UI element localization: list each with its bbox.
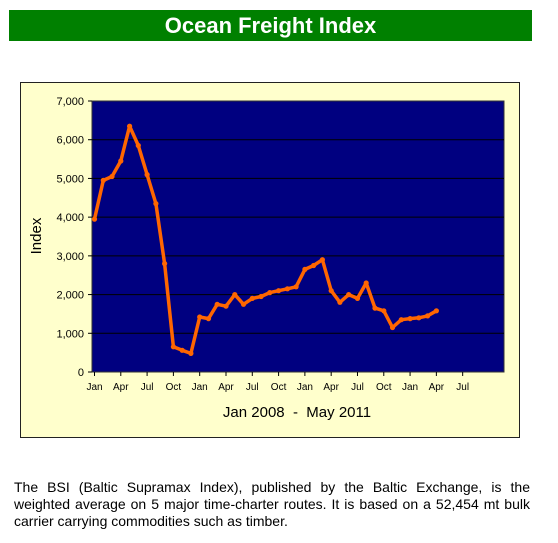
data-point: [267, 290, 273, 296]
data-point: [433, 308, 439, 314]
x-axis-ticks: Jan Apr Jul Oct Jan Apr Jul Oct Jan Apr Jul Oct Jan A…: [86, 372, 469, 393]
data-point: [188, 350, 194, 356]
data-point: [354, 295, 361, 301]
data-point: [214, 301, 220, 307]
data-point: [223, 303, 229, 309]
data-point: [319, 257, 325, 263]
data-point: [276, 288, 282, 294]
data-point: [197, 314, 203, 320]
data-point: [372, 305, 378, 311]
line-chart: 0 1,000 2,000 3,000 4,000 5,000 6,000 7,000 Jan…: [28, 96, 505, 421]
x-tick-label: Jul: [456, 382, 469, 393]
data-point: [311, 262, 317, 269]
x-tick-label: Oct: [376, 382, 392, 393]
x-tick-label: Jul: [246, 382, 259, 393]
data-point: [100, 177, 106, 183]
x-tick-label: Jan: [402, 382, 418, 393]
data-point: [407, 316, 413, 322]
data-point: [328, 288, 334, 294]
data-point: [425, 313, 431, 319]
plot-area: [91, 100, 505, 373]
data-point: [416, 315, 422, 321]
data-point: [363, 280, 369, 286]
grid-lines: [92, 139, 504, 334]
x-tick-label: Apr: [113, 382, 129, 393]
data-point: [302, 266, 308, 272]
chart-title: Ocean Freight Index: [164, 12, 377, 38]
data-point: [144, 172, 150, 178]
chart-panel: 0 1,000 2,000 3,000 4,000 5,000 6,000 7,000 Jan…: [20, 82, 520, 438]
y-axis-label: Index: [28, 217, 45, 254]
x-tick-label: Jul: [351, 382, 364, 393]
data-point: [109, 173, 115, 180]
data-point: [398, 317, 404, 323]
x-tick-label: Jan: [297, 382, 313, 393]
data-point: [135, 142, 141, 149]
x-axis-label: Jan 2008 - May 2011: [223, 404, 371, 421]
data-point: [381, 308, 387, 314]
data-point: [258, 293, 264, 300]
data-point: [162, 261, 168, 267]
x-tick-label: Oct: [166, 382, 182, 393]
y-tick-label: 4,000: [56, 212, 84, 224]
x-tick-label: Jan: [86, 382, 102, 393]
data-series: [91, 123, 439, 356]
x-tick-label: Jul: [141, 382, 154, 393]
data-point: [205, 316, 212, 322]
series-line: [92, 124, 439, 356]
data-point: [153, 201, 159, 207]
data-point: [91, 216, 98, 222]
data-point: [284, 286, 290, 292]
data-point: [240, 301, 247, 307]
x-tick-label: Apr: [218, 382, 234, 393]
x-tick-label: Apr: [323, 382, 339, 393]
data-point: [170, 344, 176, 350]
data-point: [232, 292, 238, 298]
x-tick-label: Jan: [192, 382, 208, 393]
data-point: [337, 299, 343, 305]
y-tick-label: 0: [78, 367, 84, 379]
chart-title-banner: Ocean Freight Index: [9, 10, 532, 41]
data-point: [249, 295, 255, 301]
y-axis-ticks: 0 1,000 2,000 3,000 4,000 5,000 6,000 7,000: [56, 96, 92, 379]
y-tick-label: 6,000: [56, 135, 84, 147]
data-point: [346, 292, 352, 298]
data-point: [389, 324, 396, 331]
x-tick-label: Apr: [429, 382, 445, 393]
y-tick-label: 7,000: [56, 96, 84, 108]
y-tick-label: 3,000: [56, 251, 84, 263]
y-tick-label: 5,000: [56, 173, 84, 185]
data-point: [127, 123, 133, 129]
y-tick-label: 1,000: [56, 328, 84, 340]
chart-description: The BSI (Baltic Supramax Index), publish…: [14, 479, 530, 529]
data-point: [118, 158, 124, 164]
data-point: [293, 284, 299, 290]
data-point: [179, 347, 185, 353]
x-tick-label: Oct: [271, 382, 287, 393]
y-tick-label: 2,000: [56, 290, 84, 302]
